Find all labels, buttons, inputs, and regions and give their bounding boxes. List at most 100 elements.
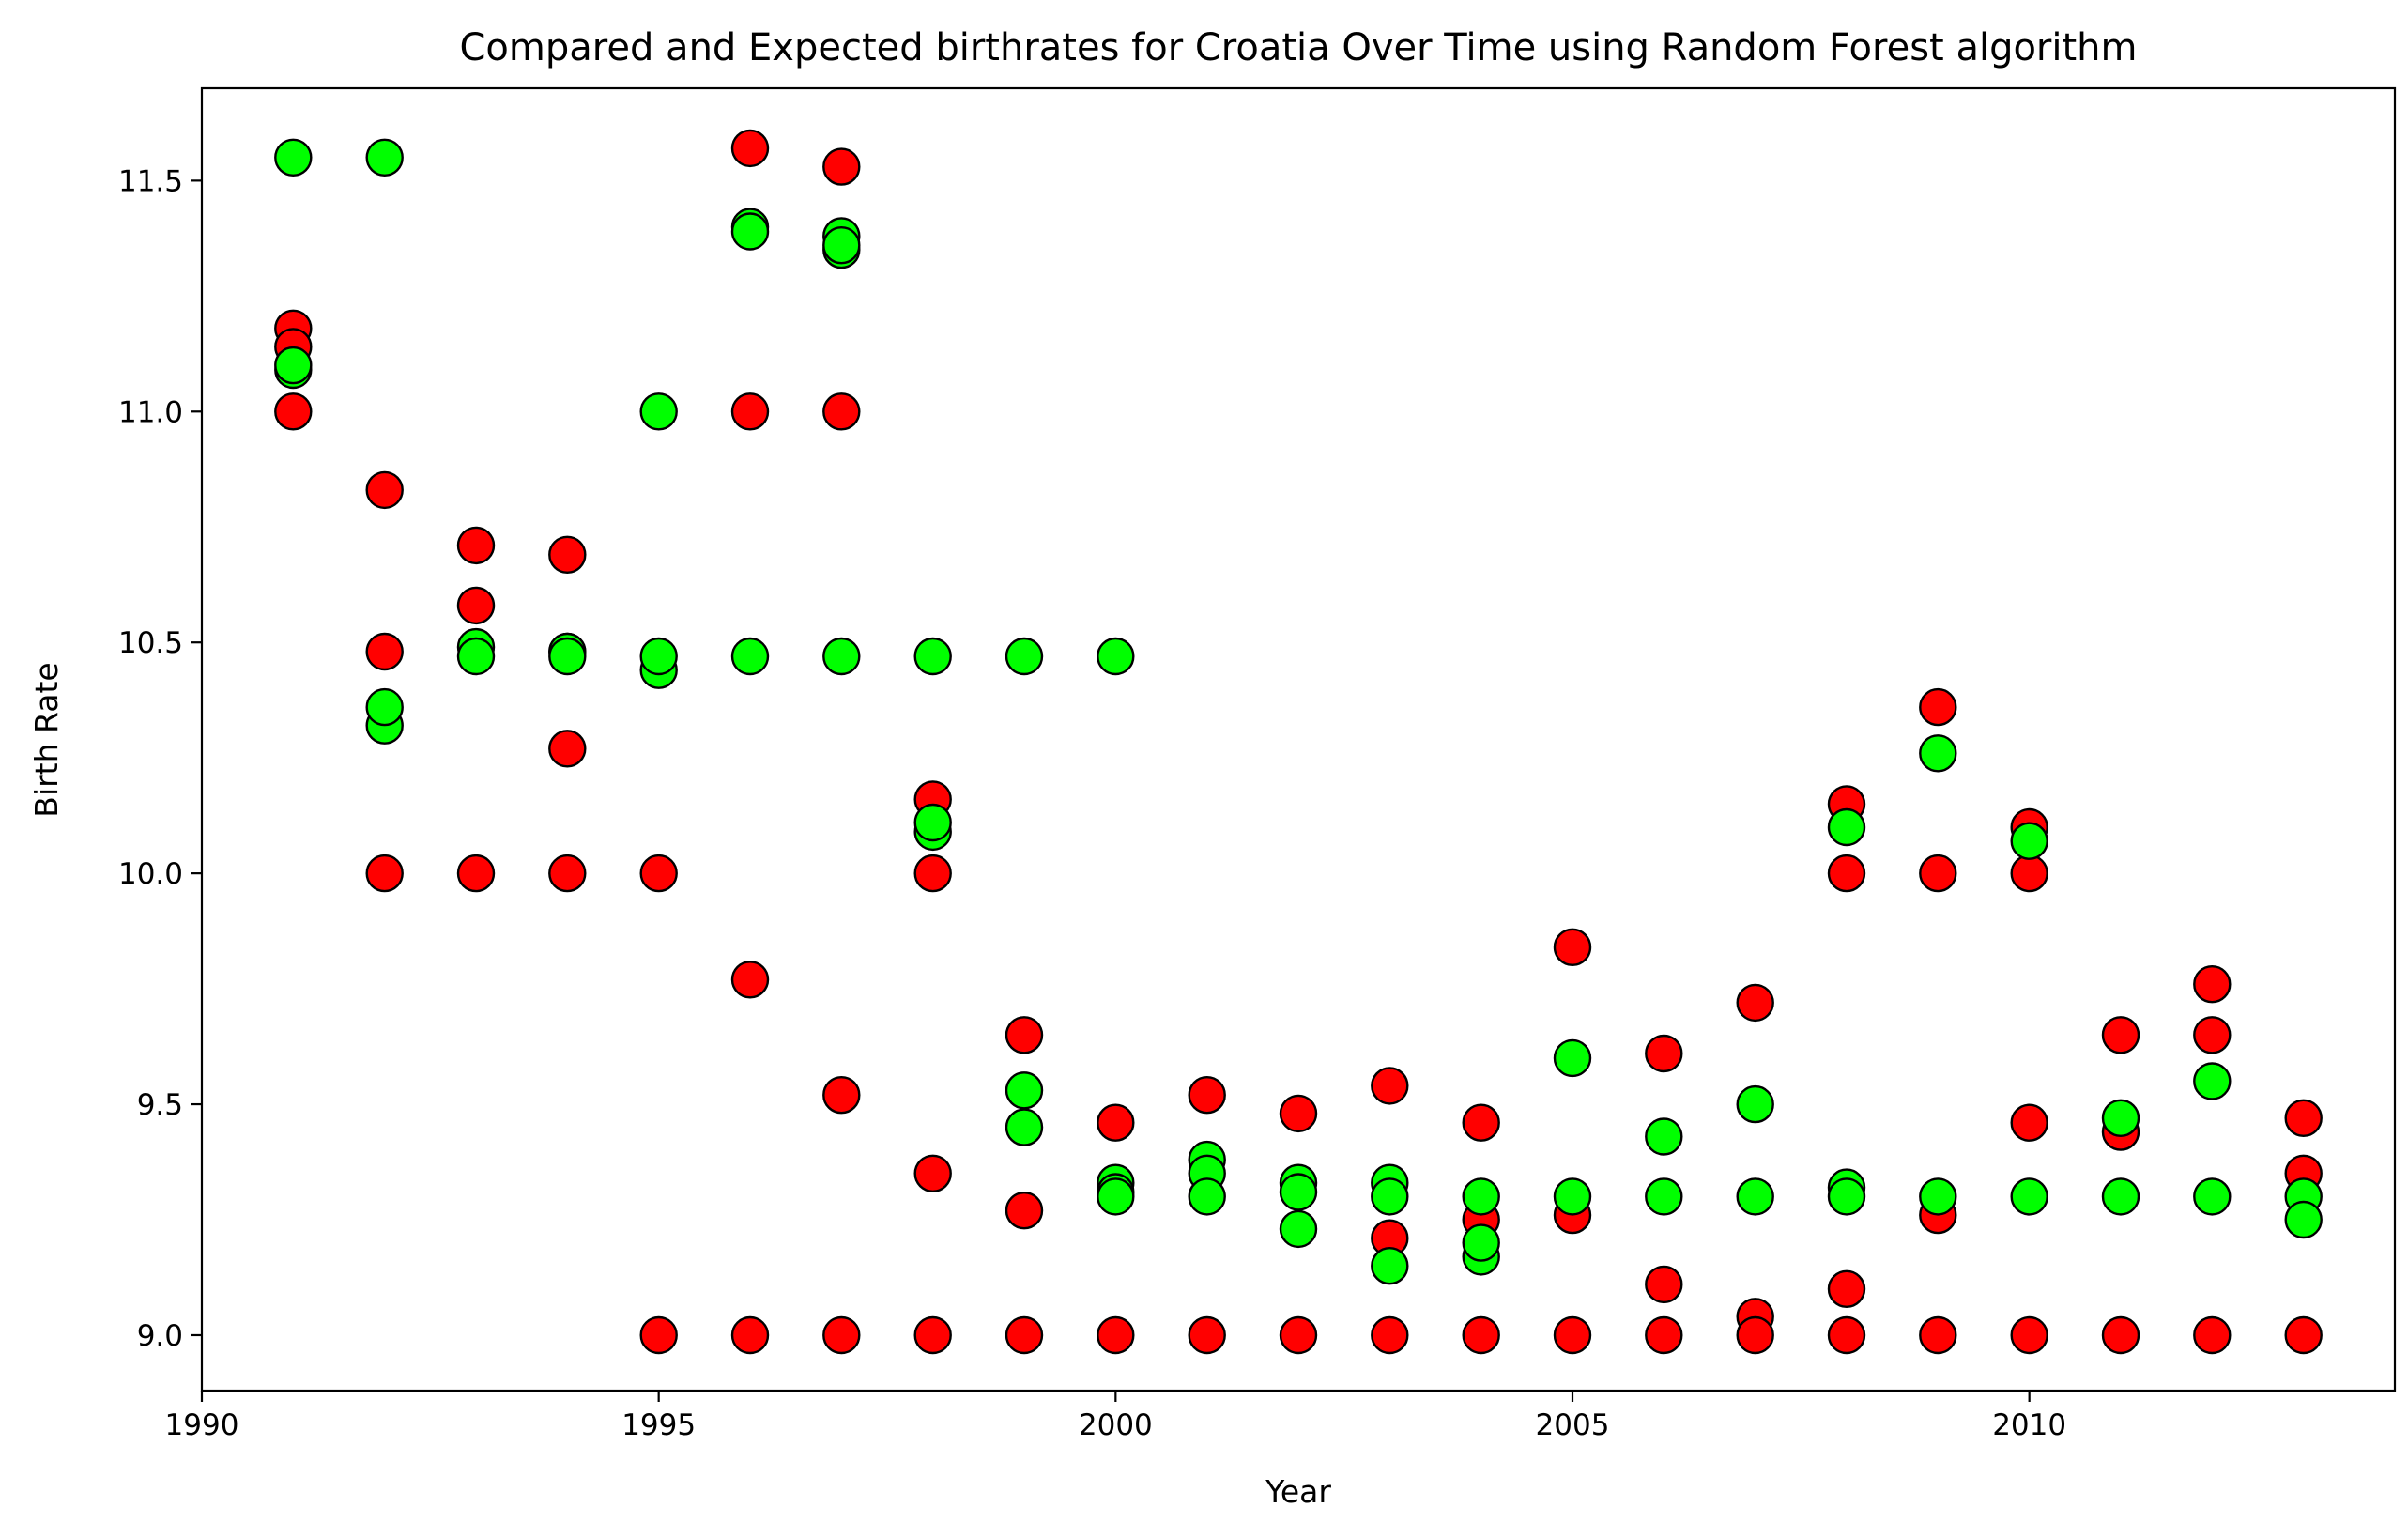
data-point-series-0-6 (456, 526, 496, 565)
data-point-series-0-63 (2101, 1016, 2140, 1054)
x-tick-label-1: 1995 (621, 1408, 696, 1442)
data-point-series-1-43 (1553, 1177, 1592, 1216)
data-point-series-1-38 (1371, 1246, 1409, 1285)
data-point-series-0-65 (2101, 1315, 2140, 1355)
y-axis-ticks: 9.0 9.5 10.0 10.5 11.0 11.5 (118, 164, 202, 1353)
data-point-series-0-62 (2010, 1315, 2048, 1355)
data-point-series-0-47 (1645, 1315, 1683, 1355)
data-point-series-0-30 (1097, 1103, 1135, 1142)
data-point-series-0-36 (1371, 1067, 1409, 1105)
y-tick-label-4: 11.0 (118, 395, 183, 429)
data-point-series-0-17 (730, 961, 770, 999)
chart-title: Compared and Expected birthrates for Cro… (460, 26, 2138, 69)
y-tick-label-5: 11.5 (118, 164, 183, 198)
data-point-series-0-61 (2010, 1103, 2048, 1142)
data-point-series-0-19 (822, 147, 861, 186)
data-point-series-1-54 (2010, 1177, 2048, 1216)
data-point-series-0-45 (1645, 1034, 1683, 1073)
data-point-series-0-33 (1188, 1315, 1226, 1355)
data-point-series-0-60 (2010, 854, 2048, 893)
data-point-series-0-15 (730, 129, 770, 168)
x-axis-label: Year (1265, 1473, 1331, 1510)
data-point-series-1-55 (2101, 1099, 2140, 1138)
y-tick-label-1: 9.5 (137, 1088, 183, 1122)
data-point-series-0-16 (730, 392, 770, 431)
data-point-series-1-48 (1827, 807, 1866, 847)
data-point-series-1-22 (913, 803, 952, 842)
data-point-series-0-46 (1645, 1265, 1683, 1304)
data-point-series-0-68 (2193, 1315, 2232, 1355)
data-point-series-0-55 (1919, 687, 1957, 727)
data-point-series-1-47 (1736, 1177, 1774, 1216)
data-point-series-1-23 (1005, 637, 1044, 676)
data-point-series-0-35 (1279, 1315, 1318, 1355)
data-point-series-0-9 (548, 535, 587, 574)
data-point-series-1-26 (1097, 637, 1135, 676)
data-point-series-1-25 (1005, 1108, 1044, 1146)
data-point-series-1-46 (1736, 1084, 1774, 1124)
data-point-series-0-42 (1553, 928, 1592, 966)
data-point-series-0-21 (822, 1075, 861, 1115)
y-axis-label: Birth Rate (28, 662, 65, 817)
data-point-series-0-12 (548, 854, 587, 893)
data-point-series-0-50 (1736, 1315, 1774, 1355)
data-point-series-0-32 (1188, 1075, 1226, 1115)
data-point-series-1-19 (822, 637, 861, 676)
data-point-series-1-44 (1645, 1117, 1683, 1156)
data-point-series-1-12 (639, 637, 678, 676)
data-point-series-0-5 (365, 854, 404, 893)
data-point-series-1-58 (2193, 1177, 2232, 1216)
data-point-series-1-32 (1188, 1177, 1226, 1216)
data-point-series-1-29 (1097, 1177, 1135, 1216)
data-point-series-1-42 (1553, 1038, 1592, 1078)
data-point-series-0-13 (639, 854, 678, 893)
x-tick-label-4: 2010 (1992, 1408, 2066, 1442)
data-point-series-1-56 (2101, 1177, 2140, 1216)
data-point-series-1-9 (548, 637, 587, 676)
data-point-series-0-38 (1371, 1315, 1409, 1355)
plot-frame (200, 86, 2397, 1392)
x-tick-label-2: 2000 (1079, 1408, 1153, 1442)
data-point-series-1-51 (1919, 734, 1957, 773)
data-point-series-0-48 (1736, 983, 1774, 1023)
data-point-series-1-7 (456, 637, 496, 676)
data-point-series-1-10 (639, 392, 678, 431)
y-tick-label-3: 10.5 (118, 626, 183, 660)
data-point-series-0-39 (1462, 1103, 1500, 1142)
data-point-series-0-69 (2284, 1099, 2323, 1138)
data-point-series-0-34 (1279, 1094, 1318, 1133)
y-tick-label-2: 10.0 (118, 857, 183, 891)
data-point-series-0-66 (2193, 964, 2232, 1004)
data-point-series-1-60 (2284, 1200, 2323, 1239)
data-point-series-0-58 (1919, 1315, 1957, 1355)
data-point-series-1-0 (274, 138, 313, 177)
data-point-series-1-53 (2010, 822, 2048, 860)
data-point-series-1-45 (1645, 1177, 1683, 1216)
data-point-series-1-2 (274, 346, 313, 385)
data-point-series-0-4 (365, 632, 404, 671)
data-point-series-0-31 (1097, 1315, 1135, 1355)
data-point-series-0-2 (274, 392, 313, 431)
data-point-series-0-24 (913, 854, 952, 893)
data-point-series-1-34 (1279, 1173, 1318, 1211)
data-points-layer (274, 129, 2323, 1355)
x-axis-ticks: 1990 1995 2000 2005 2010 (165, 1391, 2066, 1442)
data-point-series-0-27 (1005, 1016, 1044, 1054)
data-point-series-0-3 (365, 470, 404, 510)
data-point-series-1-5 (365, 687, 404, 727)
data-point-series-1-15 (730, 637, 770, 676)
data-point-series-1-18 (822, 226, 861, 265)
x-tick-label-3: 2005 (1536, 1408, 1610, 1442)
data-point-series-1-20 (913, 637, 952, 676)
data-point-series-0-7 (456, 586, 496, 625)
data-point-series-0-52 (1827, 854, 1866, 893)
data-point-series-0-56 (1919, 854, 1957, 893)
data-point-series-0-28 (1005, 1191, 1044, 1230)
data-point-series-0-18 (730, 1315, 770, 1355)
data-point-series-0-11 (548, 730, 587, 768)
data-point-series-0-29 (1005, 1315, 1044, 1355)
data-point-series-0-41 (1462, 1315, 1500, 1355)
data-point-series-1-24 (1005, 1071, 1044, 1110)
